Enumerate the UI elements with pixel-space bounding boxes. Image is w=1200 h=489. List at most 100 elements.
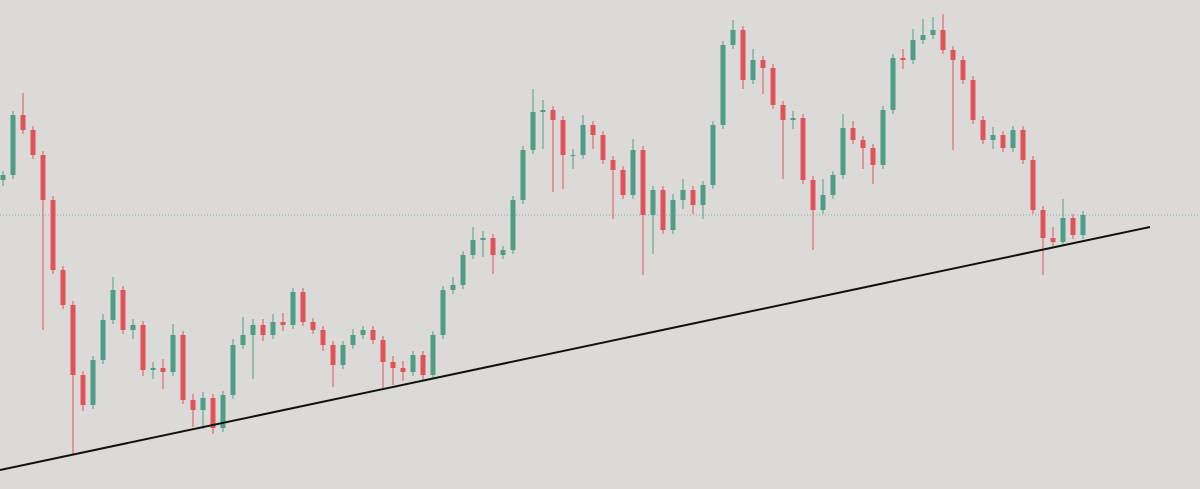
candle-body [1060,218,1066,242]
candle-body [900,58,906,60]
candle-body [330,345,336,365]
candle-body [240,335,246,345]
candle-body [400,368,406,372]
candle-body [340,345,346,365]
candle-body [710,125,716,185]
candle-body [150,368,156,370]
candle-body [640,150,646,215]
candle-body [940,30,946,50]
candle-body [40,155,46,200]
candle-body [210,398,216,428]
candle-body [670,200,676,230]
candle-body [600,135,606,160]
candle-body [990,135,996,140]
candle-body [660,190,666,230]
candle-body [750,60,756,80]
candle-body [760,60,766,68]
candle-body [500,250,506,255]
candle-body [960,60,966,80]
candle-body [380,340,386,362]
candle-body [560,120,566,155]
candle-body [1010,130,1016,148]
candle-body [610,160,616,170]
candle-body [180,335,186,400]
candle-body [730,30,736,45]
candle-body [620,170,626,195]
candle-body [490,238,496,255]
candle-body [450,285,456,290]
candle-body [1040,210,1046,238]
candle-body [510,200,516,250]
candle-body [920,35,926,40]
candle-body [520,150,526,200]
candle-body [310,322,316,330]
candle-body [830,175,836,195]
candle-body [930,30,936,35]
candle-body [90,360,96,405]
candle-body [870,148,876,165]
candle-body [290,292,296,325]
candle-body [790,118,796,120]
candle-body [10,115,16,175]
candle-body [160,368,166,372]
candle-body [650,190,656,215]
candle-body [1020,130,1026,160]
candle-body [1050,238,1056,242]
candle-body [480,238,486,240]
candle-body [260,325,266,335]
candle-body [460,255,466,285]
candle-body [120,290,126,330]
candle-body [590,125,596,135]
candle-body [470,240,476,255]
candle-body [220,395,226,428]
candle-body [700,185,706,205]
trendline [0,226,1151,471]
candle-body [30,130,36,155]
candle-body [170,335,176,372]
candle-body [570,155,576,156]
candle-body [530,112,536,150]
candle-body [430,335,436,375]
candle-body [20,115,26,130]
candle-body [540,110,546,112]
candle-body [50,200,56,270]
candle-body [320,330,326,345]
candle-body [690,190,696,205]
candle-body [820,195,826,210]
candle-body [740,30,746,80]
candle-body [1000,135,1006,148]
candle-body [1070,218,1076,235]
candle-body [250,325,256,335]
candle-body [880,110,886,165]
candle-body [860,140,866,148]
candle-body [370,330,376,340]
candle-body [770,68,776,105]
candle-body [980,120,986,140]
candle-body [810,180,816,210]
candle-body [550,110,556,120]
candle-body [140,325,146,370]
candle-body [970,80,976,120]
candle-body [440,290,446,335]
candle-body [350,335,356,345]
candle-body [630,150,636,195]
candle-body [230,345,236,395]
candle-body [80,375,86,405]
candle-body [0,175,6,180]
candle-body [420,355,426,375]
candle-body [1080,215,1086,235]
candle-body [280,322,286,325]
candle-body [360,330,366,335]
candle-body [720,45,726,125]
candle-body [130,325,136,330]
candle-body [390,362,396,368]
candle-body [100,320,106,360]
candle-body [850,128,856,140]
candle-body [190,400,196,410]
candle-body [910,40,916,60]
candle-body [110,290,116,320]
candle-body [300,292,306,322]
candle-body [950,50,956,60]
